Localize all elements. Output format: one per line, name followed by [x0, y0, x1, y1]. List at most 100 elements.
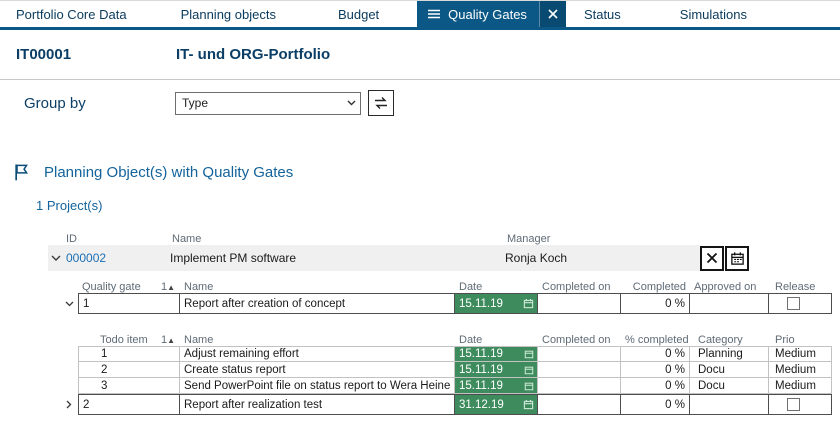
todo-completed-on-cell	[538, 346, 621, 362]
tab-budget[interactable]: Budget	[337, 6, 380, 22]
col-header-approved-on: Approved on	[694, 281, 757, 293]
todo-date-cell[interactable]: 15.11.19	[455, 362, 538, 378]
sort-ascending-icon: ▲	[167, 336, 175, 345]
todo-name-cell: Create status report	[180, 362, 455, 378]
expand-gate-icon[interactable]	[60, 394, 78, 415]
section-title: Planning Object(s) with Quality Gates	[44, 163, 294, 181]
calendar-icon	[524, 382, 534, 390]
quality-gate-row: 2 Report after realization test 31.12.19…	[60, 394, 840, 415]
todo-row: 3 Send PowerPoint file on status report …	[78, 378, 840, 394]
group-by-row: Group by Type	[24, 90, 840, 116]
gate-name-cell: Report after realization test	[180, 394, 455, 415]
todo-id-cell: 1	[78, 346, 180, 362]
tab-status[interactable]: Status	[583, 6, 621, 22]
tab-bar: Portfolio Core Data Planning objects Bud…	[0, 0, 840, 30]
collapse-gate-icon[interactable]	[60, 293, 78, 314]
sort-indicator[interactable]: 1▲	[160, 334, 175, 346]
gate-completed-on-cell	[538, 394, 621, 415]
gate-date-cell[interactable]: 15.11.19	[455, 293, 538, 314]
project-row: 000002 Implement PM software Ronja Koch	[48, 245, 700, 271]
menu-icon	[417, 8, 448, 20]
calendar-icon	[524, 366, 534, 374]
todo-id-cell: 2	[78, 362, 180, 378]
project-table-header: ID Name Manager	[48, 229, 840, 245]
col-header-name: Name	[172, 233, 202, 245]
project-id-link[interactable]: 000002	[66, 251, 107, 265]
tab-portfolio-core-data[interactable]: Portfolio Core Data	[16, 6, 127, 22]
todo-category-cell: Planning	[690, 346, 769, 362]
calendar-icon	[730, 251, 744, 265]
release-checkbox[interactable]	[787, 398, 800, 411]
todo-completed-on-cell	[538, 378, 621, 394]
col-header-manager: Manager	[507, 233, 551, 245]
calendar-icon	[523, 299, 534, 309]
quality-gate-table-header: Quality gate 1▲ Name Date Completed on C…	[60, 277, 840, 293]
projects-count: 1 Project(s)	[36, 198, 103, 213]
gate-id-cell: 2	[78, 394, 180, 415]
todo-pct-cell: 0 %	[621, 346, 690, 362]
release-checkbox[interactable]	[787, 297, 800, 310]
calendar-icon	[524, 350, 534, 359]
delete-project-button[interactable]	[700, 245, 724, 271]
col-header-name: Name	[184, 281, 214, 293]
calendar-icon	[523, 400, 534, 410]
gate-date-cell[interactable]: 31.12.19	[455, 394, 538, 415]
todo-completed-on-cell	[538, 362, 621, 378]
col-header-date: Date	[459, 334, 483, 346]
todo-name-cell: Send PowerPoint file on status report to…	[180, 378, 455, 394]
todo-pct-cell: 0 %	[621, 378, 690, 394]
gate-release-cell	[769, 293, 832, 314]
section-heading: Planning Object(s) with Quality Gates	[12, 162, 840, 182]
todo-id-cell: 3	[78, 378, 180, 394]
gate-approved-on-cell	[690, 394, 769, 415]
col-header-completed: Completed	[632, 281, 686, 293]
todo-prio-cell: Medium	[769, 362, 832, 378]
project-row-line: 000002 Implement PM software Ronja Koch	[48, 245, 840, 271]
col-header-pct-completed: % completed	[625, 334, 689, 346]
refresh-icon	[375, 97, 387, 109]
tab-quality-gates-label: Quality Gates	[448, 6, 527, 22]
todo-date-cell[interactable]: 15.11.19	[455, 378, 538, 394]
sort-ascending-icon: ▲	[167, 283, 175, 292]
col-header-name: Name	[184, 334, 214, 346]
col-header-todo-item: Todo item	[100, 334, 148, 346]
gate-approved-on-cell	[690, 293, 769, 314]
todo-prio-cell: Medium	[769, 346, 832, 362]
group-by-label: Group by	[24, 94, 86, 112]
project-name: Implement PM software	[170, 251, 297, 265]
gate-name-cell: Report after creation of concept	[180, 293, 455, 314]
col-header-completed-on: Completed on	[542, 334, 611, 346]
tab-planning-objects[interactable]: Planning objects	[180, 6, 276, 22]
gate-completed-on-cell	[538, 293, 621, 314]
refresh-grouping-button[interactable]	[368, 90, 394, 116]
todo-row: 2 Create status report 15.11.19 0 % Docu…	[78, 362, 840, 378]
chevron-down-icon	[342, 100, 360, 106]
col-header-release: Release	[775, 281, 816, 293]
gate-completed-cell: 0 %	[621, 394, 690, 415]
col-header-category: Category	[698, 334, 743, 346]
gate-id-cell: 1	[78, 293, 180, 314]
group-by-select[interactable]: Type	[175, 91, 361, 115]
todo-table-header: Todo item 1▲ Name Date Completed on % co…	[78, 330, 840, 346]
col-header-prio: Prio	[775, 334, 795, 346]
todo-category-cell: Docu	[690, 378, 769, 394]
col-header-completed-on: Completed on	[542, 281, 611, 293]
todo-category-cell: Docu	[690, 362, 769, 378]
todo-date-cell[interactable]: 15.11.19	[455, 346, 538, 362]
calendar-button[interactable]	[725, 245, 749, 271]
tab-quality-gates[interactable]: Quality Gates	[417, 1, 566, 27]
collapse-project-icon[interactable]	[48, 255, 64, 262]
flag-icon	[12, 162, 32, 182]
quality-gate-row: 1 Report after creation of concept 15.11…	[60, 293, 840, 314]
todo-name-cell: Adjust remaining effort	[180, 346, 455, 362]
portfolio-header: IT00001 IT- und ORG-Portfolio	[0, 30, 840, 80]
todo-pct-cell: 0 %	[621, 362, 690, 378]
todo-row: 1 Adjust remaining effort 15.11.19 0 % P…	[78, 346, 840, 362]
tab-simulations[interactable]: Simulations	[679, 6, 747, 22]
delete-icon	[706, 252, 718, 264]
col-header-id: ID	[66, 233, 77, 245]
gate-completed-cell: 0 %	[621, 293, 690, 314]
close-tab-icon[interactable]	[538, 1, 566, 27]
sort-indicator[interactable]: 1▲	[160, 281, 175, 293]
col-header-date: Date	[459, 281, 483, 293]
